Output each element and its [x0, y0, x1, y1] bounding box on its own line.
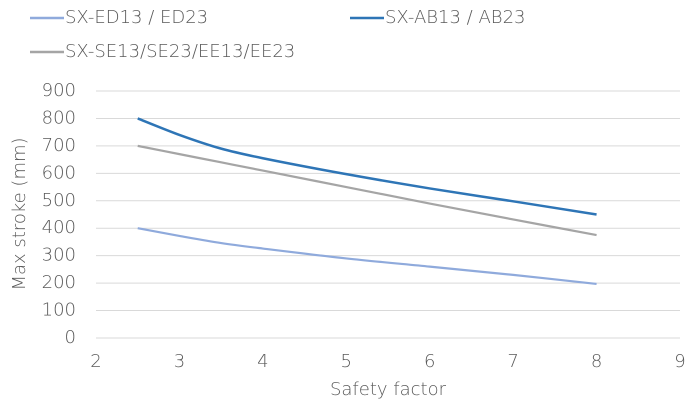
legend-label: SX-AB13 / AB23 [385, 7, 525, 28]
x-tick-label: 7 [507, 351, 518, 372]
y-axis-title: Max stroke (mm) [9, 137, 30, 290]
y-tick-label: 0 [65, 327, 76, 348]
y-tick-label: 200 [42, 272, 76, 293]
y-tick-label: 300 [42, 245, 76, 266]
y-tick-label: 900 [42, 80, 76, 101]
x-tick-label: 9 [674, 351, 685, 372]
x-tick-label: 5 [341, 351, 352, 372]
x-tick-label: 3 [174, 351, 185, 372]
legend-label: SX-SE13/SE23/EE13/EE23 [65, 41, 295, 62]
y-tick-label: 700 [42, 135, 76, 156]
x-axis-title: Safety factor [330, 379, 447, 400]
x-tick-label: 2 [90, 351, 101, 372]
x-tick-label: 4 [257, 351, 268, 372]
y-tick-label: 800 [42, 107, 76, 128]
y-tick-label: 600 [42, 162, 76, 183]
y-tick-label: 100 [42, 300, 76, 321]
y-tick-label: 500 [42, 190, 76, 211]
x-tick-label: 8 [591, 351, 602, 372]
y-tick-label: 400 [42, 217, 76, 238]
series-line [137, 227, 597, 286]
series-line [137, 117, 597, 216]
series-line [137, 144, 597, 237]
x-tick-label: 6 [424, 351, 435, 372]
legend-label: SX-ED13 / ED23 [65, 7, 208, 28]
